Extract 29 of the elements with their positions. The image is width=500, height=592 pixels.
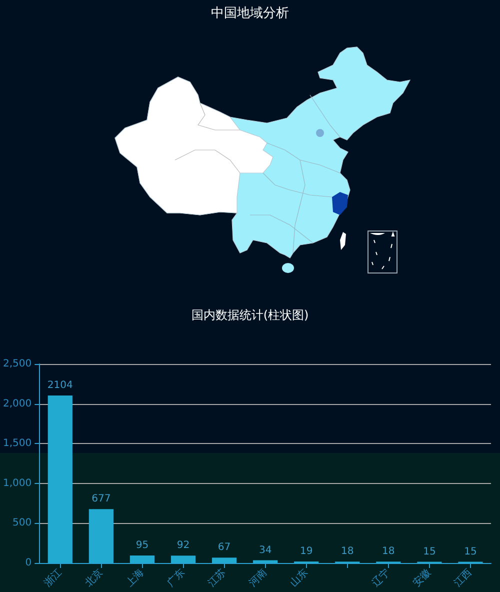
y-tick-label: 0 (25, 558, 32, 568)
x-tick-label: 河南 (246, 566, 270, 590)
y-tick-label: 1,500 (2, 438, 32, 450)
data-label: 34 (258, 544, 272, 556)
y-tick-label: 500 (12, 518, 32, 529)
data-label: 677 (92, 494, 111, 505)
data-label: 95 (136, 540, 149, 551)
x-tick-label: 山东 (288, 566, 310, 590)
x-tick-label: 辽宁 (370, 566, 392, 590)
y-tick-label: 2,500 (2, 358, 32, 370)
data-label: 92 (176, 540, 190, 552)
x-tick-label: 浙江 (41, 566, 64, 590)
data-label: 2104 (47, 380, 73, 392)
x-tick-label: 安徽 (410, 566, 434, 590)
y-tick-label: 1,000 (2, 478, 32, 489)
x-tick-label: 江苏 (206, 566, 228, 590)
x-tick-label: 广东 (164, 566, 188, 590)
data-label: 18 (382, 546, 395, 558)
data-label: 15 (423, 546, 436, 558)
data-label: 15 (464, 546, 477, 558)
text: 中国地域分析 (211, 6, 289, 21)
data-label: 19 (300, 546, 313, 557)
chart-title: 国内数据统计(柱状图) (191, 308, 309, 322)
x-tick-label: 江西 (452, 566, 474, 590)
data-label: 18 (341, 546, 354, 558)
x-tick-label: 北京 (82, 566, 106, 590)
y-tick-label: 2,000 (2, 398, 32, 410)
data-label: 67 (218, 542, 231, 554)
x-tick-label: 上海 (123, 566, 146, 590)
